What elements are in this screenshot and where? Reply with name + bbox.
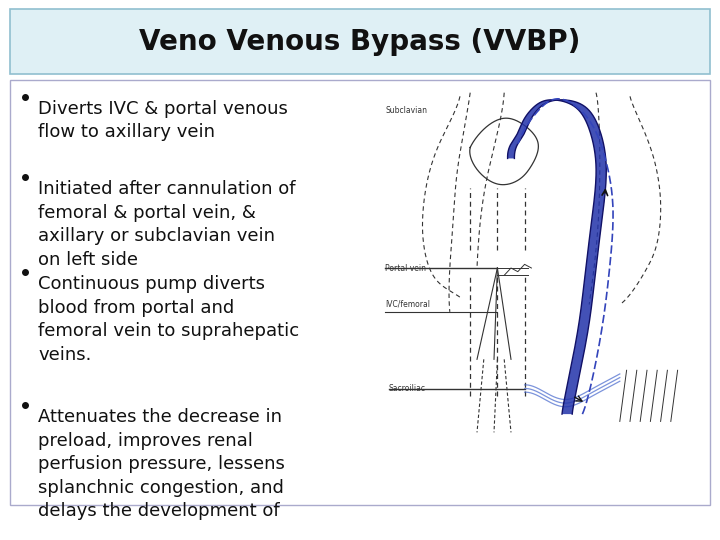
Text: Sacroiliac: Sacroiliac xyxy=(389,384,426,393)
Text: Diverts IVC & portal venous
flow to axillary vein: Diverts IVC & portal venous flow to axil… xyxy=(38,99,288,141)
Text: Initiated after cannulation of
femoral & portal vein, &
axillary or subclavian v: Initiated after cannulation of femoral &… xyxy=(38,180,295,269)
Text: Continuous pump diverts
blood from portal and
femoral vein to suprahepatic
veins: Continuous pump diverts blood from porta… xyxy=(38,275,299,364)
Text: Attenuates the decrease in
preload, improves renal
perfusion pressure, lessens
s: Attenuates the decrease in preload, impr… xyxy=(38,408,285,521)
Text: Subclavian: Subclavian xyxy=(385,106,427,116)
FancyBboxPatch shape xyxy=(10,10,710,74)
Text: Veno Venous Bypass (VVBP): Veno Venous Bypass (VVBP) xyxy=(139,28,581,56)
FancyBboxPatch shape xyxy=(10,80,710,505)
Text: Portal vein: Portal vein xyxy=(385,264,426,273)
Text: IVC/femoral: IVC/femoral xyxy=(385,299,431,308)
Polygon shape xyxy=(508,100,606,414)
